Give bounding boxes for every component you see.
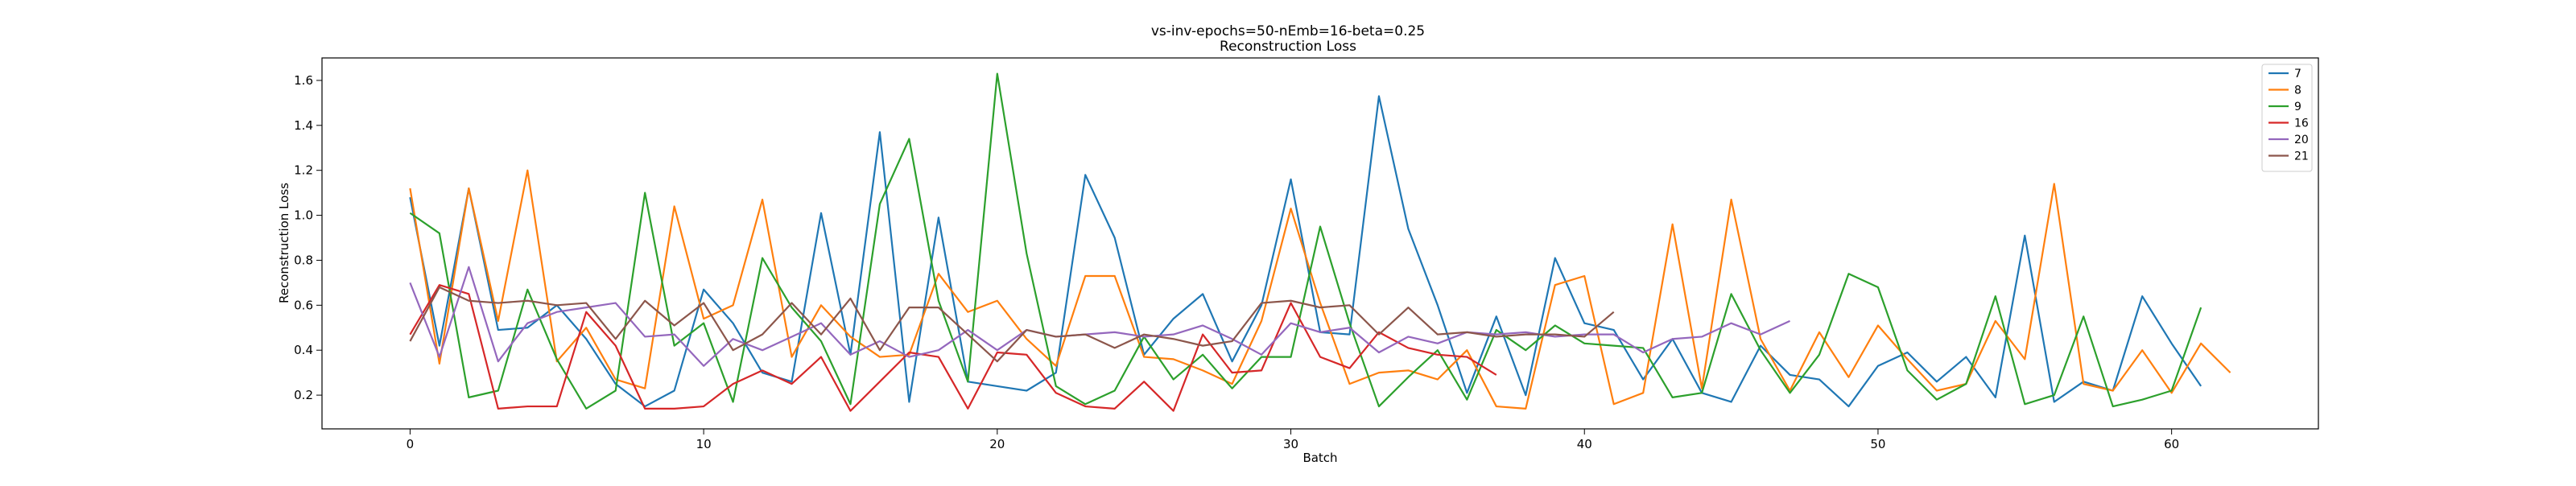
series-line-8: [409, 169, 2231, 410]
x-axis-label: Batch: [1302, 451, 1337, 465]
plot-area: [409, 72, 2231, 412]
x-tick-label: 20: [989, 437, 1005, 451]
x-axis: 0 10 20 30 40 50 60: [407, 429, 2179, 451]
legend-label-7: 7: [2294, 68, 2301, 80]
series-line-7: [409, 95, 2202, 408]
x-tick-label: 30: [1283, 437, 1298, 451]
plot-frame: [321, 57, 2319, 430]
chart-subtitle: Reconstruction Loss: [1220, 39, 1356, 55]
x-tick-label: 10: [696, 437, 712, 451]
x-tick-label: 0: [407, 437, 415, 451]
legend-label-20: 20: [2294, 134, 2309, 146]
series-line-20: [409, 266, 1790, 367]
chart-title: vs-inv-epochs=50-nEmb=16-beta=0.25: [1151, 23, 1425, 39]
legend-box: [2261, 64, 2313, 172]
y-tick-label: 1.6: [294, 73, 313, 88]
legend-label-21: 21: [2294, 150, 2309, 163]
y-tick-label: 1.4: [294, 118, 313, 133]
legend-label-9: 9: [2294, 101, 2301, 113]
y-tick-label: 1.2: [294, 163, 313, 178]
y-axis-label: Reconstruction Loss: [277, 183, 291, 303]
legend-label-8: 8: [2294, 84, 2301, 97]
x-tick-label: 50: [1870, 437, 1885, 451]
y-tick-label: 0.6: [294, 298, 313, 312]
x-tick-label: 40: [1577, 437, 1592, 451]
series-line-21: [409, 286, 1615, 363]
legend: 7 8 9 16 20 21: [2261, 64, 2313, 172]
x-tick-label: 60: [2164, 437, 2179, 451]
y-tick-label: 0.2: [294, 388, 313, 402]
y-tick-label: 1.0: [294, 208, 313, 223]
series-line-9: [409, 72, 2202, 410]
y-tick-label: 0.4: [294, 343, 313, 357]
y-tick-label: 0.8: [294, 253, 313, 267]
legend-label-16: 16: [2294, 117, 2309, 130]
series-line-16: [409, 284, 1497, 412]
y-axis: 0.2 0.4 0.6 0.8 1.0 1.2 1.4 1.6: [294, 73, 322, 402]
